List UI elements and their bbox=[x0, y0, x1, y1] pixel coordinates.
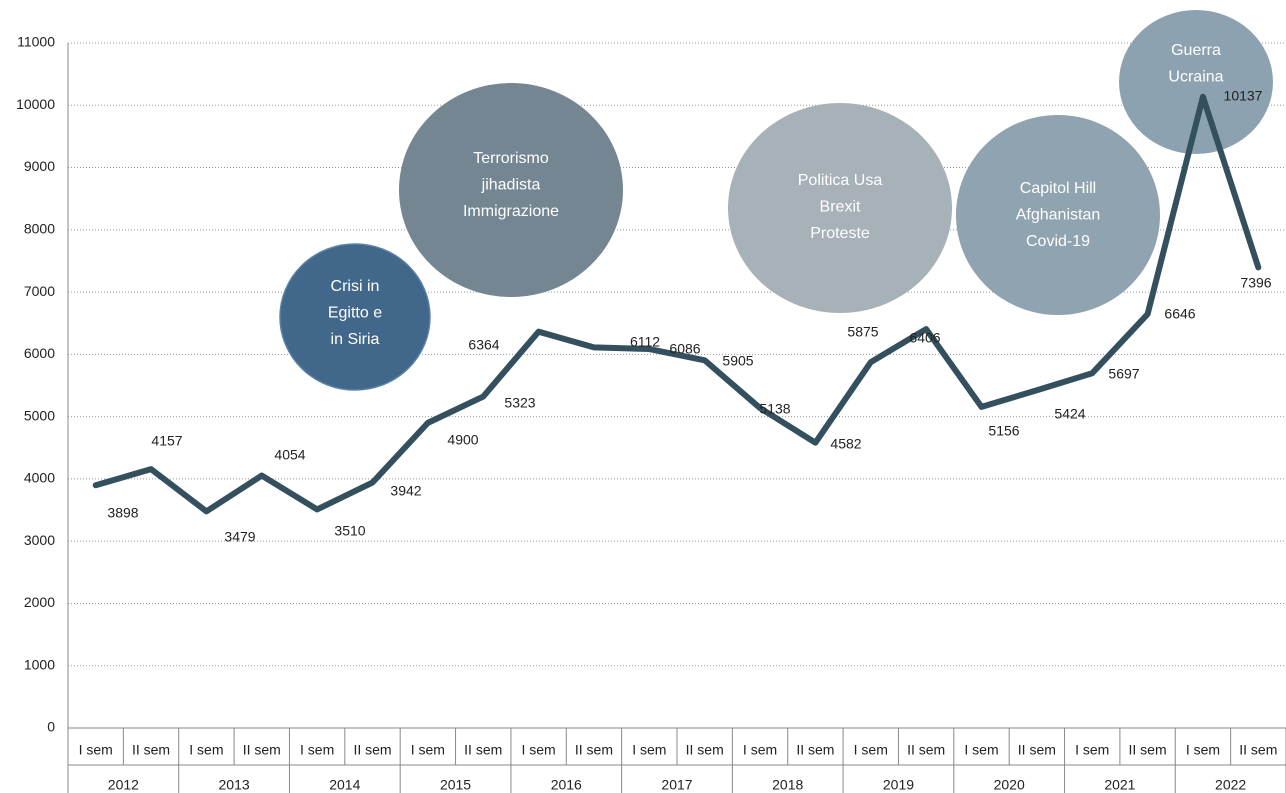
annotation-bubble bbox=[399, 83, 623, 297]
data-label: 6086 bbox=[669, 341, 700, 357]
y-tick-label: 8000 bbox=[24, 221, 55, 237]
data-line bbox=[92, 93, 1262, 515]
data-label: 6646 bbox=[1164, 306, 1195, 322]
x-tick-label: I sem bbox=[632, 742, 666, 758]
y-tick-label: 1000 bbox=[24, 656, 55, 672]
x-tick-label: II sem bbox=[1018, 742, 1056, 758]
x-tick-label: I sem bbox=[964, 742, 998, 758]
annotation-text: Brexit bbox=[820, 199, 861, 216]
annotation-bubble bbox=[1119, 10, 1273, 154]
y-tick-label: 3000 bbox=[24, 532, 55, 548]
group-label: 2013 bbox=[219, 777, 250, 793]
annotation-text: Crisi in bbox=[331, 278, 380, 295]
annotation-text: Afghanistan bbox=[1016, 207, 1101, 224]
y-tick-label: 5000 bbox=[24, 407, 55, 423]
group-label: 2019 bbox=[883, 777, 914, 793]
x-tick-label: I sem bbox=[521, 742, 555, 758]
data-label: 6112 bbox=[630, 334, 660, 350]
x-tick-label: II sem bbox=[464, 742, 502, 758]
data-label: 5138 bbox=[759, 401, 790, 417]
group-label: 2014 bbox=[329, 777, 360, 793]
group-label: 2012 bbox=[108, 777, 139, 793]
data-label: 5156 bbox=[988, 423, 1019, 439]
data-label: 6406 bbox=[909, 330, 940, 346]
y-tick-label: 0 bbox=[47, 719, 55, 735]
x-tick-label: I sem bbox=[1186, 742, 1220, 758]
group-label: 2020 bbox=[994, 777, 1025, 793]
annotation-bubble bbox=[728, 103, 952, 313]
annotation-bubble bbox=[956, 115, 1160, 315]
data-label: 5424 bbox=[1054, 406, 1085, 422]
y-tick-label: 6000 bbox=[24, 345, 55, 361]
group-label: 2022 bbox=[1215, 777, 1246, 793]
data-label: 3510 bbox=[334, 523, 365, 539]
data-label: 5697 bbox=[1108, 366, 1139, 382]
group-label: 2021 bbox=[1104, 777, 1135, 793]
data-label: 10137 bbox=[1224, 88, 1263, 104]
y-tick-label: 10000 bbox=[16, 96, 55, 112]
data-label: 5323 bbox=[504, 395, 535, 411]
x-tick-label: I sem bbox=[743, 742, 777, 758]
x-tick-label: II sem bbox=[353, 742, 391, 758]
annotation-text: jihadista bbox=[481, 177, 541, 194]
annotation-text: Ucraina bbox=[1168, 69, 1223, 86]
annotation-text: Egitto e bbox=[328, 305, 382, 322]
y-tick-label: 4000 bbox=[24, 470, 55, 486]
annotation-text: Proteste bbox=[810, 225, 870, 242]
annotation-text: Guerra bbox=[1171, 42, 1221, 59]
data-label: 3942 bbox=[390, 483, 421, 499]
x-tick-label: I sem bbox=[411, 742, 445, 758]
data-label: 6364 bbox=[468, 337, 499, 353]
data-label: 3479 bbox=[224, 529, 255, 545]
group-label: 2016 bbox=[551, 777, 582, 793]
x-tick-label: II sem bbox=[132, 742, 170, 758]
group-label: 2018 bbox=[772, 777, 803, 793]
data-label: 4900 bbox=[447, 432, 478, 448]
x-tick-label: I sem bbox=[300, 742, 334, 758]
x-tick-label: II sem bbox=[575, 742, 613, 758]
y-tick-label: 11000 bbox=[17, 34, 55, 50]
annotation-text: in Siria bbox=[331, 331, 380, 348]
x-tick-label: I sem bbox=[854, 742, 888, 758]
y-tick-label: 2000 bbox=[24, 594, 55, 610]
x-tick-label: I sem bbox=[79, 742, 113, 758]
data-label: 4582 bbox=[830, 436, 861, 452]
x-tick-label: II sem bbox=[1129, 742, 1167, 758]
annotation-bubble bbox=[279, 243, 431, 391]
x-tick-label: II sem bbox=[1239, 742, 1277, 758]
data-label: 5905 bbox=[722, 353, 753, 369]
y-tick-label: 9000 bbox=[24, 158, 55, 174]
data-label: 4157 bbox=[151, 433, 182, 449]
annotation-text: Capitol Hill bbox=[1020, 180, 1096, 197]
annotation-text: Immigrazione bbox=[463, 203, 559, 220]
annotation-text: Terrorismo bbox=[473, 150, 549, 167]
x-tick-label: I sem bbox=[1075, 742, 1109, 758]
y-tick-label: 7000 bbox=[24, 283, 55, 299]
x-tick-label: II sem bbox=[243, 742, 281, 758]
group-label: 2015 bbox=[440, 777, 471, 793]
data-label: 7396 bbox=[1240, 275, 1271, 291]
data-label: 5875 bbox=[847, 324, 878, 340]
annotation-text: Covid-19 bbox=[1026, 233, 1090, 250]
x-tick-label: II sem bbox=[796, 742, 834, 758]
data-label: 4054 bbox=[274, 447, 305, 463]
annotation-text: Politica Usa bbox=[798, 172, 883, 189]
x-tick-label: I sem bbox=[189, 742, 223, 758]
data-label: 3898 bbox=[107, 505, 138, 521]
x-tick-label: II sem bbox=[686, 742, 724, 758]
group-label: 2017 bbox=[661, 777, 692, 793]
x-tick-label: II sem bbox=[907, 742, 945, 758]
